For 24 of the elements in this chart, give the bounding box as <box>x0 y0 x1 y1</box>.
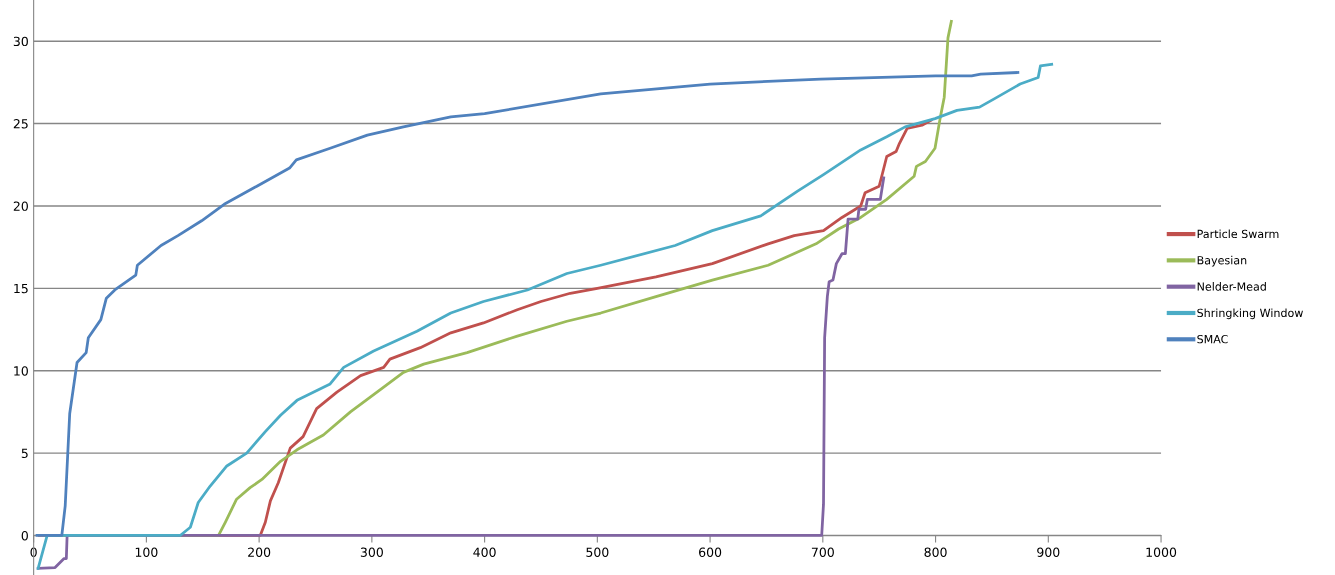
x-tick-label: 400 <box>473 547 496 557</box>
y-tick-label: 5 <box>21 448 28 459</box>
x-tick-label: 600 <box>699 547 722 557</box>
x-tick-label: 700 <box>811 547 834 557</box>
line-series <box>36 176 886 570</box>
y-tick-label: 20 <box>13 201 28 211</box>
legend-label: Bayesian <box>1197 255 1247 267</box>
y-tick-label: 30 <box>13 36 28 47</box>
y-tick-label: 10 <box>14 366 28 376</box>
legend-label: Particle Swarm <box>1197 229 1279 239</box>
x-tick-label: 200 <box>248 547 271 557</box>
y-tick-label: 15 <box>14 283 28 294</box>
legend-label: Nelder-Mead <box>1197 282 1266 291</box>
legend-label: Shringking Window <box>1197 308 1303 320</box>
y-tick-label: 0 <box>21 530 28 541</box>
y-tick-label: 25 <box>13 119 28 129</box>
x-tick-label: 1000 <box>1146 547 1177 557</box>
x-tick-label: 900 <box>1037 547 1060 557</box>
x-tick-label: 0 <box>30 547 37 557</box>
x-tick-label: 100 <box>135 547 158 557</box>
x-tick-label: 500 <box>586 547 609 557</box>
x-tick-label: 800 <box>924 547 947 557</box>
x-tick-label: 300 <box>360 547 383 557</box>
legend-label: SMAC <box>1197 334 1228 344</box>
